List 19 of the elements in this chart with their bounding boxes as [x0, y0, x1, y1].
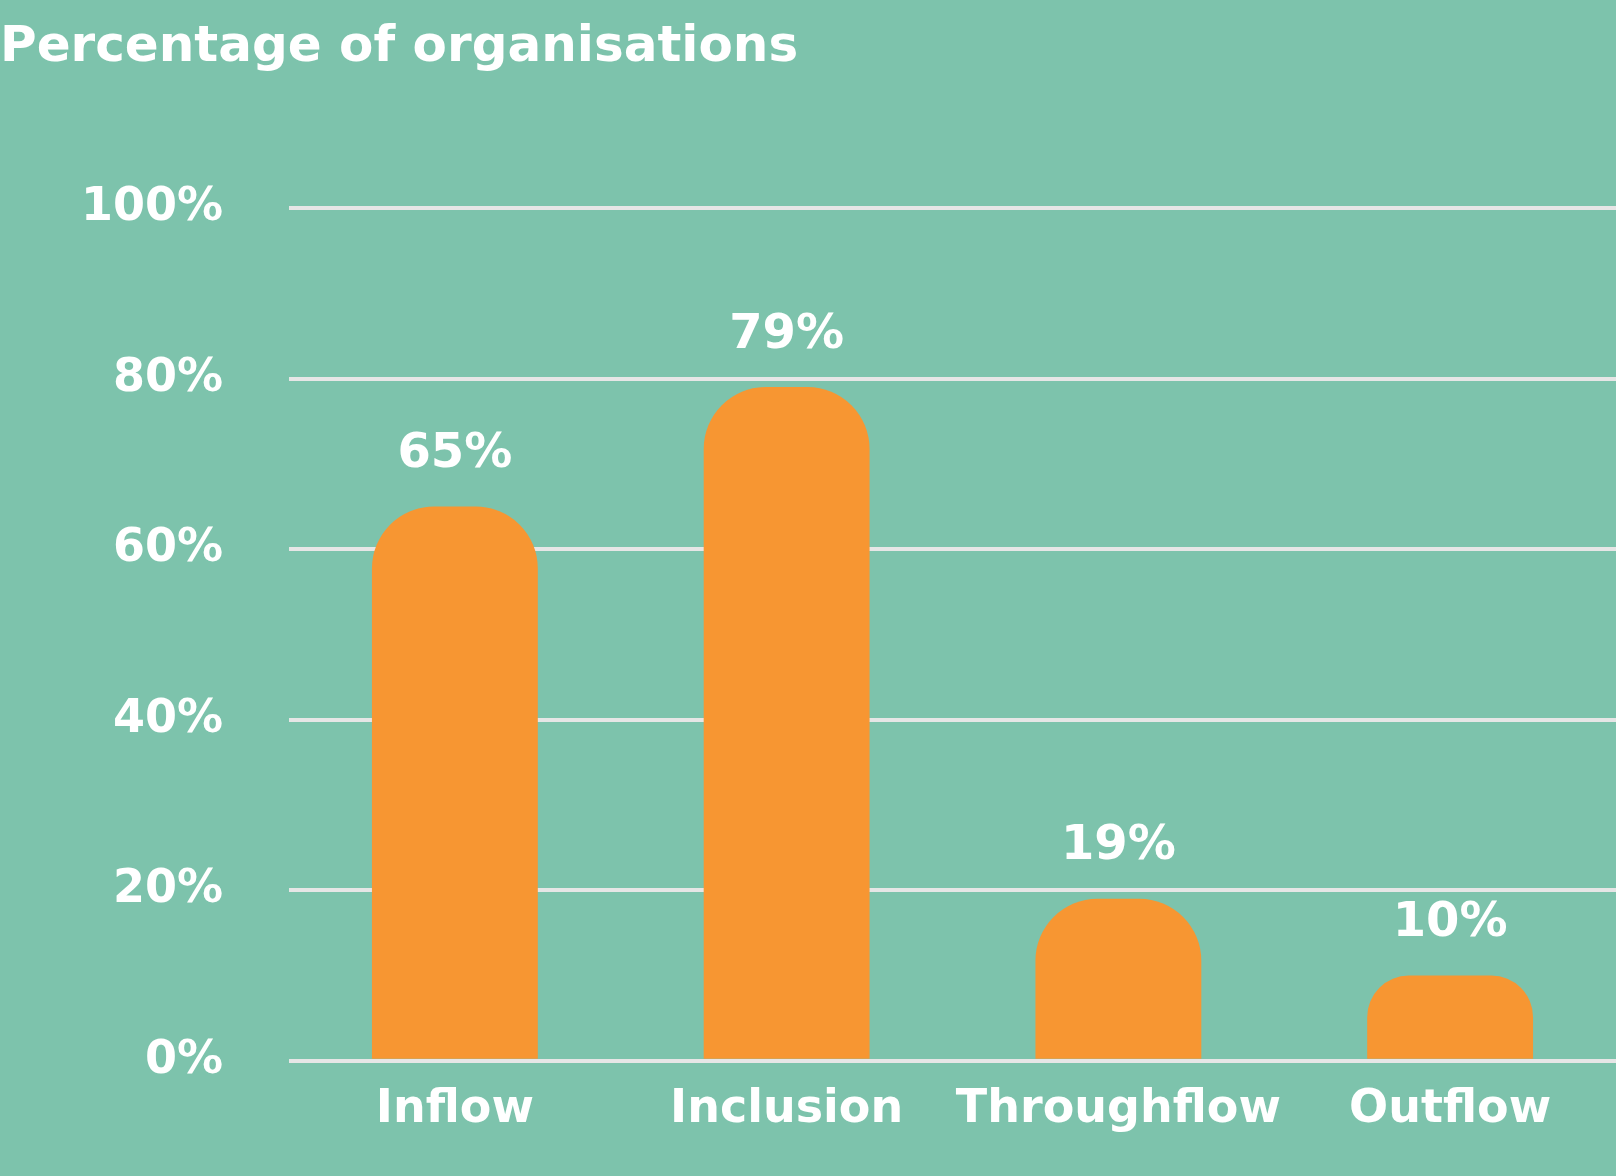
- data-label: 10%: [1392, 890, 1508, 947]
- y-tick-label: 40%: [112, 688, 223, 743]
- bar: [1035, 898, 1202, 1059]
- x-tick-label: Throughflow: [955, 1079, 1281, 1134]
- y-tick-label: 60%: [112, 518, 223, 573]
- chart-title: Percentage of organisations: [0, 14, 799, 73]
- data-label: 79%: [729, 302, 845, 359]
- data-label: 19%: [1060, 814, 1176, 871]
- bar: [703, 387, 870, 1059]
- y-tick-label: 0%: [144, 1029, 223, 1084]
- y-tick-label: 80%: [112, 347, 223, 402]
- y-tick-label: 20%: [112, 859, 223, 914]
- x-tick-label: Inflow: [375, 1079, 534, 1134]
- x-tick-label: Inclusion: [670, 1079, 904, 1134]
- x-tick-label: Outflow: [1349, 1079, 1552, 1134]
- y-tick-label: 100%: [80, 176, 223, 231]
- bar: [1367, 975, 1534, 1059]
- data-label: 65%: [397, 421, 513, 478]
- bar: [371, 506, 538, 1059]
